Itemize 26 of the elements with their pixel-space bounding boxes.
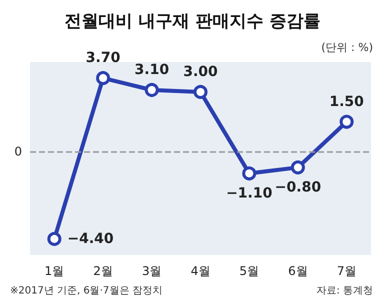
data-label: 3.00 bbox=[183, 64, 218, 80]
point bbox=[144, 83, 159, 97]
chart-title: 전월대비 내구재 판매지수 증감률 bbox=[64, 12, 320, 32]
point bbox=[47, 232, 62, 246]
data-label: 1.50 bbox=[329, 94, 364, 110]
x-tick-label: 4월 bbox=[190, 264, 210, 278]
x-tick-label: 2월 bbox=[93, 264, 113, 278]
x-tick-label: 6월 bbox=[288, 264, 308, 278]
x-tick-label: 3월 bbox=[142, 264, 162, 278]
data-label: 3.70 bbox=[86, 50, 121, 66]
data-label: −1.10 bbox=[226, 185, 273, 202]
x-tick-label: 5월 bbox=[239, 264, 260, 278]
data-label: −0.80 bbox=[274, 179, 322, 196]
data-label: −4.40 bbox=[67, 230, 114, 247]
data-label: 3.10 bbox=[134, 62, 170, 78]
ref-line-label: 0 bbox=[14, 144, 22, 159]
x-tick-label: 7월 bbox=[336, 264, 356, 278]
text: 자료: 통계청 bbox=[316, 286, 374, 296]
point bbox=[96, 71, 110, 86]
point bbox=[242, 166, 256, 180]
text: (단위 : %) bbox=[321, 41, 373, 54]
text: ※2017년 기준, 6월·7월은 잠정치 bbox=[10, 286, 162, 296]
point bbox=[340, 114, 354, 129]
point bbox=[290, 160, 305, 174]
point bbox=[194, 84, 208, 99]
x-tick-label: 1월 bbox=[44, 264, 64, 278]
